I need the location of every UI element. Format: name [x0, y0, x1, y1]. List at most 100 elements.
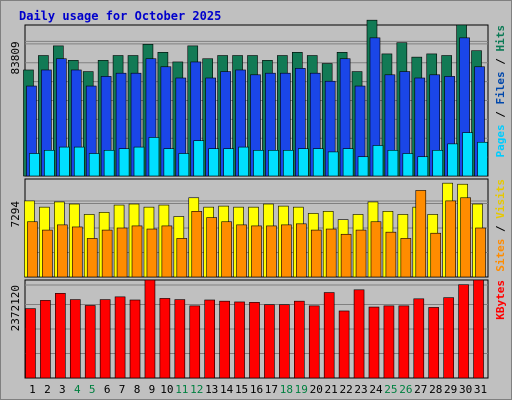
- x-tick-label-day-31: 31: [474, 383, 487, 396]
- series-legend-label: KBytes: [494, 280, 507, 320]
- bar-sites-day-16: [251, 225, 262, 278]
- x-tick-label-day-21: 21: [325, 383, 338, 396]
- bar-kbytes-day-30: [458, 284, 469, 379]
- bar-pages-day-8: [133, 146, 145, 177]
- bar-pages-day-11: [178, 153, 190, 177]
- x-tick-label-day-19: 19: [295, 383, 308, 396]
- bar-sites-day-10: [161, 225, 173, 278]
- bar-kbytes-day-19: [294, 300, 305, 379]
- x-tick-label-day-22: 22: [339, 383, 352, 396]
- x-tick-label-day-12: 12: [190, 383, 203, 396]
- x-tick-label-day-25: 25: [384, 383, 397, 396]
- series-legend-part: Hits: [494, 25, 507, 52]
- bar-pages-day-16: [253, 149, 264, 177]
- bar-pages-day-9: [148, 137, 160, 177]
- x-tick-label-day-6: 6: [104, 383, 111, 396]
- x-tick-label-day-2: 2: [44, 383, 51, 396]
- bar-pages-day-4: [73, 146, 85, 177]
- bar-kbytes-day-7: [114, 296, 126, 379]
- bar-sites-day-19: [296, 223, 307, 278]
- series-sites: [27, 190, 486, 278]
- bar-sites-day-26: [400, 238, 412, 278]
- x-tick-label-day-9: 9: [149, 383, 156, 396]
- bar-pages-day-15: [238, 146, 249, 177]
- bar-pages-day-5: [88, 153, 100, 177]
- x-tick-label-day-28: 28: [429, 383, 442, 396]
- bar-sites-day-23: [355, 229, 367, 278]
- x-tick-label-day-15: 15: [235, 383, 248, 396]
- series-legend-label: Pages / Files / Hits: [494, 25, 507, 158]
- bar-pages-day-13: [208, 148, 219, 177]
- bar-sites-day-8: [131, 225, 143, 278]
- y-max-tick-label: 7294: [9, 201, 22, 228]
- x-tick-label-day-1: 1: [29, 383, 36, 396]
- bar-sites-day-30: [460, 197, 471, 278]
- series-legend-part: Pages: [494, 124, 507, 157]
- bar-kbytes-day-24: [368, 306, 380, 379]
- y-max-tick-label: 83809: [9, 41, 22, 74]
- panels-group: 83809 Pages / Files / Hits 7294 Sites / Vis…: [9, 19, 507, 379]
- bar-kbytes-day-8: [129, 299, 141, 379]
- bar-kbytes-day-25: [383, 305, 395, 379]
- bar-kbytes-day-31: [473, 279, 484, 379]
- x-tick-label-day-27: 27: [414, 383, 427, 396]
- series-kbytes: [25, 279, 484, 379]
- bar-pages-day-2: [44, 149, 55, 177]
- bar-sites-day-1: [27, 221, 38, 278]
- bar-pages-day-10: [163, 148, 175, 177]
- series-files: [26, 37, 485, 177]
- bar-kbytes-day-21: [323, 292, 335, 379]
- x-tick-label-day-26: 26: [399, 383, 412, 396]
- bar-pages-day-14: [223, 148, 234, 177]
- bar-kbytes-day-3: [55, 293, 66, 379]
- bar-sites-day-20: [310, 229, 322, 278]
- bar-sites-day-12: [191, 211, 203, 278]
- series-legend-part: /: [494, 219, 507, 239]
- bar-pages-day-18: [283, 149, 294, 177]
- bar-sites-day-18: [281, 224, 292, 278]
- bar-kbytes-day-6: [99, 299, 111, 379]
- bar-sites-day-13: [206, 217, 217, 278]
- bar-sites-day-9: [146, 228, 158, 278]
- x-tick-label-day-3: 3: [59, 383, 66, 396]
- x-tick-label-day-8: 8: [134, 383, 141, 396]
- bar-pages-day-25: [387, 149, 399, 177]
- bar-kbytes-day-10: [159, 298, 171, 379]
- series-pages: [29, 132, 488, 177]
- series-legend-label: Sites / Visits: [494, 179, 507, 272]
- bar-sites-day-7: [116, 227, 128, 278]
- bar-pages-day-21: [327, 151, 339, 177]
- x-tick-label-day-4: 4: [74, 383, 81, 396]
- bar-kbytes-day-29: [443, 297, 454, 379]
- bar-sites-day-21: [325, 228, 337, 278]
- bar-pages-day-12: [193, 140, 205, 177]
- bar-kbytes-day-22: [338, 310, 350, 379]
- bar-kbytes-day-17: [264, 304, 275, 379]
- bar-kbytes-day-14: [219, 300, 230, 379]
- series-legend-part: Files: [494, 71, 507, 104]
- bar-sites-day-5: [86, 238, 98, 278]
- bar-sites-day-3: [57, 224, 68, 278]
- bar-kbytes-day-26: [398, 305, 410, 379]
- bar-sites-day-2: [42, 229, 53, 278]
- bar-sites-day-24: [370, 221, 382, 278]
- bar-sites-day-25: [385, 231, 397, 278]
- bar-kbytes-day-27: [413, 298, 425, 379]
- panel-kbytes: 2372120 KBytes: [9, 279, 507, 379]
- bar-sites-day-11: [176, 238, 188, 278]
- x-tick-label-day-16: 16: [250, 383, 263, 396]
- x-tick-label-day-14: 14: [220, 383, 234, 396]
- x-tick-label-day-20: 20: [310, 383, 323, 396]
- bar-pages-day-1: [29, 153, 40, 177]
- bar-kbytes-day-20: [308, 305, 320, 379]
- x-tick-label-day-17: 17: [265, 383, 278, 396]
- bar-sites-day-27: [415, 190, 427, 278]
- bar-sites-day-4: [71, 226, 83, 278]
- x-tick-label-day-7: 7: [119, 383, 126, 396]
- bar-kbytes-day-11: [174, 299, 186, 379]
- x-tick-label-day-11: 11: [175, 383, 188, 396]
- bar-pages-day-31: [477, 141, 488, 177]
- bar-kbytes-day-15: [234, 301, 245, 379]
- x-tick-label-day-5: 5: [89, 383, 96, 396]
